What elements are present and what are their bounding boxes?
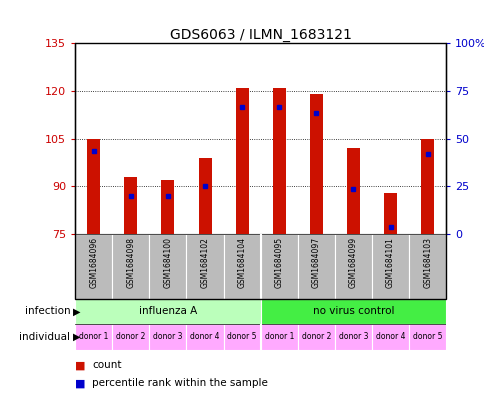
Text: ▶: ▶ [73, 332, 80, 342]
Text: donor 4: donor 4 [375, 332, 405, 342]
Bar [223, 234, 260, 299]
Text: donor 3: donor 3 [153, 332, 182, 342]
Text: donor 2: donor 2 [301, 332, 331, 342]
Bar [297, 234, 334, 299]
Text: GSM1684104: GSM1684104 [237, 237, 246, 288]
Bar [75, 234, 112, 299]
Text: donor 2: donor 2 [116, 332, 145, 342]
Bar [223, 324, 260, 350]
Bar [408, 324, 445, 350]
Text: GSM1684096: GSM1684096 [89, 237, 98, 288]
Text: GSM1684101: GSM1684101 [385, 237, 394, 288]
Text: donor 1: donor 1 [79, 332, 108, 342]
Text: influenza A: influenza A [138, 307, 197, 316]
Text: donor 1: donor 1 [264, 332, 293, 342]
Text: ■: ■ [75, 360, 86, 371]
Title: GDS6063 / ILMN_1683121: GDS6063 / ILMN_1683121 [169, 28, 351, 42]
Bar [260, 234, 297, 299]
Text: ▶: ▶ [73, 307, 80, 316]
Text: GSM1684095: GSM1684095 [274, 237, 283, 288]
Bar [371, 234, 408, 299]
Bar [161, 180, 174, 234]
Bar [112, 234, 149, 299]
Bar [235, 88, 248, 234]
Text: donor 5: donor 5 [412, 332, 441, 342]
Bar [260, 299, 445, 324]
Bar [149, 324, 186, 350]
Bar [297, 324, 334, 350]
Text: GSM1684099: GSM1684099 [348, 237, 357, 288]
Bar [408, 234, 445, 299]
Bar [149, 234, 186, 299]
Text: count: count [92, 360, 121, 371]
Text: no virus control: no virus control [312, 307, 393, 316]
Bar [198, 158, 211, 234]
Text: GSM1684098: GSM1684098 [126, 237, 135, 288]
Text: infection: infection [25, 307, 70, 316]
Bar [186, 234, 223, 299]
Bar [75, 299, 260, 324]
Text: GSM1684097: GSM1684097 [311, 237, 320, 288]
Bar [334, 324, 371, 350]
Bar [420, 139, 433, 234]
Text: GSM1684100: GSM1684100 [163, 237, 172, 288]
Bar [75, 324, 112, 350]
Text: ■: ■ [75, 378, 86, 388]
Text: GSM1684102: GSM1684102 [200, 237, 209, 288]
Bar [309, 94, 322, 234]
Bar [124, 177, 137, 234]
Text: donor 5: donor 5 [227, 332, 257, 342]
Bar [334, 234, 371, 299]
Bar [112, 324, 149, 350]
Bar [87, 139, 100, 234]
Text: donor 3: donor 3 [338, 332, 367, 342]
Text: percentile rank within the sample: percentile rank within the sample [92, 378, 268, 388]
Text: GSM1684103: GSM1684103 [422, 237, 431, 288]
Bar [346, 148, 359, 234]
Bar [383, 193, 396, 234]
Text: individual: individual [19, 332, 70, 342]
Bar [371, 324, 408, 350]
Bar [186, 324, 223, 350]
Bar [260, 324, 297, 350]
Text: donor 4: donor 4 [190, 332, 219, 342]
Bar [272, 88, 285, 234]
